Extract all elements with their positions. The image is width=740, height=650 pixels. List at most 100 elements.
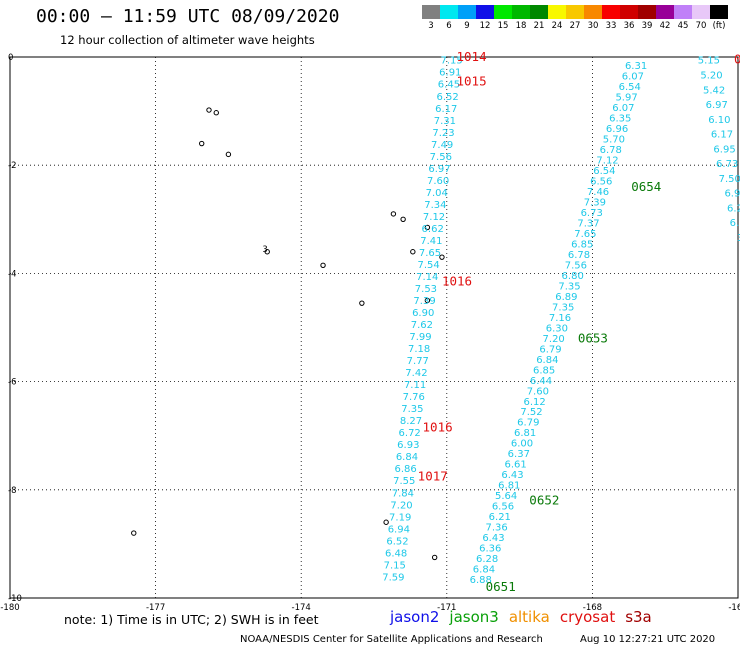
swh-value: 7.14 [416,272,438,283]
island-outline [131,530,137,536]
swh-value: 7.55 [393,476,415,487]
island-outline [424,224,431,231]
swh-value: 7.23 [432,128,454,139]
swh-value: 6.17 [711,130,733,141]
swh-value: 7.62 [411,320,433,331]
pass-time-label: 0653 [578,330,608,345]
island-outline [206,107,212,113]
swh-value: 6.9 [724,189,740,200]
scale-label: 15 [497,21,509,31]
swh-value: 6.79 [539,344,561,355]
swh-value: 5.70 [603,135,625,146]
scale-label: 30 [587,21,599,31]
pass-time-label: 1016 [423,420,453,435]
swh-value: 6.89 [555,292,577,303]
x-tick-label: -177 [146,603,165,613]
swh-value: 6.78 [568,250,590,261]
swh-value: 6.95 [713,144,735,155]
swh-value: 7.41 [420,236,442,247]
y-tick-label: -4 [8,269,16,279]
swh-value: 5.42 [703,85,725,96]
swh-value: 6.00 [511,439,533,450]
swh-value: 6.81 [498,481,520,492]
x-tick-label: -168 [583,603,602,613]
island-outline [431,554,438,561]
swh-value: 6.3 [730,218,740,229]
swh-value: 7.15 [384,560,406,571]
swh-value: 7.36 [485,523,507,534]
scale-label: 27 [569,21,581,31]
scale-label: 45 [677,21,689,31]
generated-timestamp: Aug 10 12:27:21 UTC 2020 [580,634,716,645]
island-outline [213,110,219,116]
swh-value: 7.65 [574,229,596,240]
swh-value: 6.48 [385,548,407,559]
scale-swatch [548,5,566,19]
swh-value: 3 [737,233,740,244]
pass-time-label: 1016 [442,274,472,289]
swh-value: 7.19 [389,512,411,523]
swh-value: 7.56 [565,260,587,271]
y-tick-label: 0 [8,53,13,63]
scale-swatch [710,5,728,19]
swh-value: 7.65 [419,248,441,259]
y-tick-label: -8 [8,486,16,496]
swh-value: 6.62 [422,224,444,235]
scale-swatch [692,5,710,19]
swh-value: 6.35 [609,114,631,125]
map-border [9,56,739,599]
island-outline [390,211,397,217]
swh-value: 6.85 [571,239,593,250]
swh-value: 6.07 [612,103,634,114]
swh-value: 6.52 [386,536,408,547]
swh-value: 7.56 [430,152,452,163]
swh-value: 7.12 [423,212,445,223]
swh-value: 6.31 [625,61,647,72]
x-tick-label: -174 [292,603,311,613]
color-scale-swatches [422,5,740,19]
swh-value: 6.52 [436,92,458,103]
footer-note: note: 1) Time is in UTC; 2) SWH is in fe… [64,612,319,627]
scale-swatch [422,5,440,19]
swh-value: 6.28 [476,554,498,565]
swh-value: 6.78 [600,145,622,156]
island-outline [264,249,270,255]
swh-value: 6.21 [489,512,511,523]
swh-value: 6.44 [530,376,552,387]
legend-cryosat: cryosat [559,608,616,626]
swh-value: 6.73 [716,159,738,170]
swh-value: 6.97 [706,100,728,111]
west-track: 7.156.916.456.526.177.317.237.497.566.97… [382,56,463,584]
island-label: 3 [262,245,267,255]
swh-value: 7.60 [427,176,449,187]
swh-value: 5.64 [495,491,517,502]
scale-label: 3 [428,21,434,31]
swh-value: 6.43 [482,533,504,544]
swh-value: 7.54 [417,260,439,271]
swh-value: 7.18 [408,344,430,355]
scale-swatch [440,5,458,19]
swh-value: 6.86 [394,464,416,475]
scale-label: 6 [446,21,452,31]
swh-value: 7.15 [441,56,463,67]
swh-value: 6.36 [479,544,501,555]
swh-value: 7.04 [426,188,448,199]
swh-value: 6.85 [533,365,555,376]
swh-value: 5.97 [615,93,637,104]
swh-value: 6.97 [428,164,450,175]
swh-value: 6.56 [492,502,514,513]
island-outline [424,297,431,304]
scale-label: 18 [515,21,527,31]
legend-jason3: jason3 [449,608,499,626]
swh-value: 7.11 [404,380,426,391]
swh-value: 7.35 [401,404,423,415]
swh-value: 6.30 [546,323,568,334]
swh-value: 6.81 [514,428,536,439]
swh-value: 6.93 [397,440,419,451]
swh-value: 7.39 [584,197,606,208]
scale-label: 24 [551,21,563,31]
pass-time-label: 0654 [631,179,661,194]
swh-value: 7.49 [431,140,453,151]
swh-value: 6.61 [505,460,527,471]
